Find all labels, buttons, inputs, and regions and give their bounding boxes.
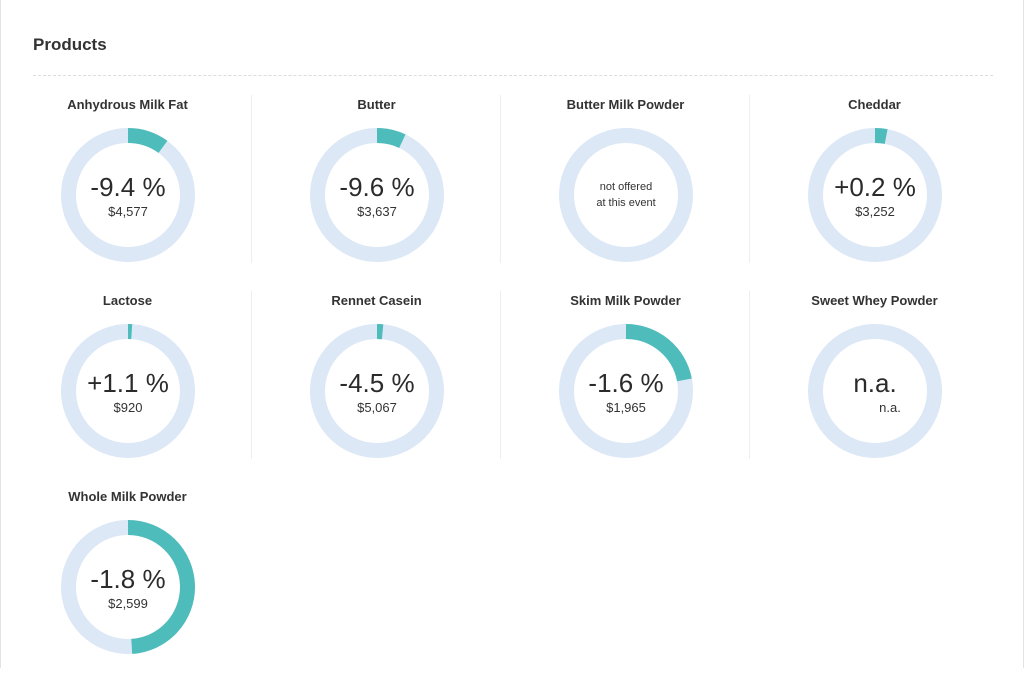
price-change: -4.5 % xyxy=(339,368,414,398)
product-name: Whole Milk Powder xyxy=(3,489,252,504)
price-change: +0.2 % xyxy=(834,172,916,202)
divider xyxy=(33,75,993,76)
product-card[interactable]: Butter Milk Powder not offered at this e… xyxy=(501,88,750,284)
product-name: Anhydrous Milk Fat xyxy=(3,97,252,112)
donut-center: -1.6 % $1,965 xyxy=(559,324,693,458)
product-card[interactable]: Skim Milk Powder -1.6 % $1,965 xyxy=(501,284,750,480)
donut-center: not offered at this event xyxy=(559,128,693,262)
price-change: -9.4 % xyxy=(90,172,165,202)
price-value: $4,577 xyxy=(108,204,148,219)
donut-center: +0.2 % $3,252 xyxy=(808,128,942,262)
product-card[interactable]: Lactose +1.1 % $920 xyxy=(3,284,252,480)
not-offered-note: not offered xyxy=(600,179,652,195)
product-name: Butter Milk Powder xyxy=(501,97,750,112)
donut-center: -9.6 % $3,637 xyxy=(310,128,444,262)
section-title: Products xyxy=(33,35,107,55)
price-value: $2,599 xyxy=(108,596,148,611)
price-change: +1.1 % xyxy=(87,368,169,398)
product-name: Sweet Whey Powder xyxy=(750,293,999,308)
product-name: Cheddar xyxy=(750,97,999,112)
price-value: n.a. xyxy=(879,400,901,415)
price-change: -1.8 % xyxy=(90,564,165,594)
donut-center: -1.8 % $2,599 xyxy=(61,520,195,654)
price-change: n.a. xyxy=(853,368,896,398)
price-value: $3,637 xyxy=(357,204,397,219)
product-card[interactable]: Rennet Casein -4.5 % $5,067 xyxy=(252,284,501,480)
donut-center: +1.1 % $920 xyxy=(61,324,195,458)
product-card[interactable]: Whole Milk Powder -1.8 % $2,599 xyxy=(3,480,252,676)
product-card[interactable]: Sweet Whey Powder n.a. n.a. xyxy=(750,284,999,480)
price-value: $3,252 xyxy=(855,204,895,219)
product-name: Skim Milk Powder xyxy=(501,293,750,308)
price-value: $920 xyxy=(114,400,143,415)
donut-center: n.a. n.a. xyxy=(808,324,942,458)
donut-center: -9.4 % $4,577 xyxy=(61,128,195,262)
donut-center: -4.5 % $5,067 xyxy=(310,324,444,458)
product-card[interactable]: Butter -9.6 % $3,637 xyxy=(252,88,501,284)
product-name: Butter xyxy=(252,97,501,112)
price-change: -9.6 % xyxy=(339,172,414,202)
price-value: $1,965 xyxy=(606,400,646,415)
product-name: Lactose xyxy=(3,293,252,308)
product-name: Rennet Casein xyxy=(252,293,501,308)
price-value: $5,067 xyxy=(357,400,397,415)
price-change: -1.6 % xyxy=(588,368,663,398)
product-card[interactable]: Cheddar +0.2 % $3,252 xyxy=(750,88,999,284)
product-card[interactable]: Anhydrous Milk Fat -9.4 % $4,577 xyxy=(3,88,252,284)
not-offered-note: at this event xyxy=(596,195,655,211)
